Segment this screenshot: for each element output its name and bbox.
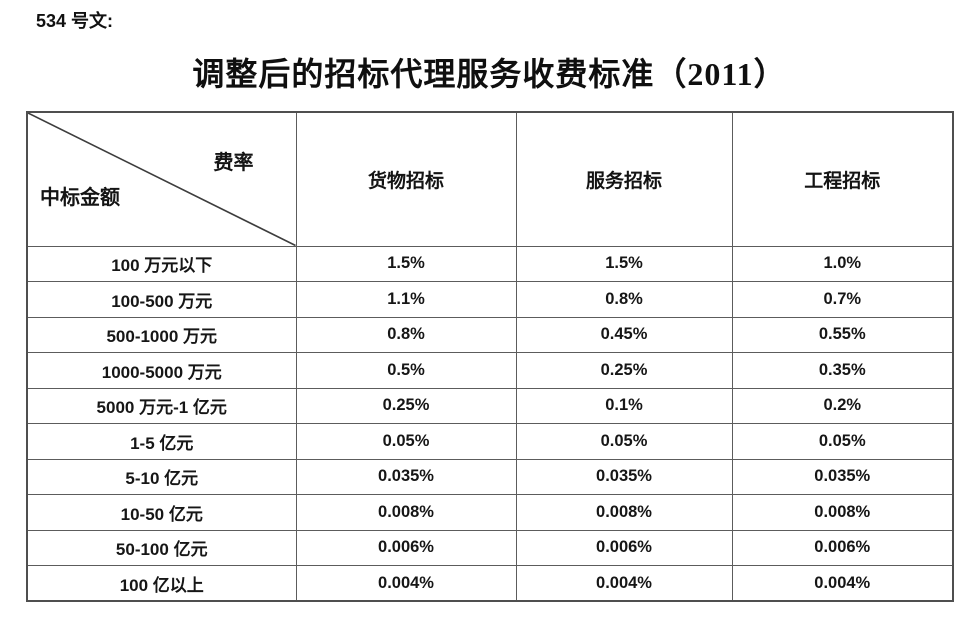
row-label: 1-5 亿元 (26, 423, 297, 460)
table-row: 5000 万元-1 亿元 0.25% 0.1% 0.2% (26, 387, 954, 424)
table-row: 5-10 亿元 0.035% 0.035% 0.035% (26, 458, 954, 495)
fee-cell: 0.004% (515, 565, 733, 602)
row-label: 50-100 亿元 (26, 529, 297, 566)
row-label: 10-50 亿元 (26, 494, 297, 531)
doc-number: 534 号文: (36, 11, 114, 31)
fee-cell: 0.45% (515, 316, 733, 353)
corner-label-amount: 中标金额 (40, 187, 120, 209)
fee-cell: 0.006% (295, 529, 517, 566)
table-row: 1000-5000 万元 0.5% 0.25% 0.35% (26, 352, 954, 389)
page-title: 调整后的招标代理服务收费标准（2011） (192, 56, 787, 92)
fee-cell: 0.05% (515, 423, 733, 460)
row-label: 5-10 亿元 (26, 458, 297, 495)
table-row: 50-100 亿元 0.006% 0.006% 0.006% (26, 529, 954, 566)
fee-cell: 0.7% (731, 281, 954, 318)
fee-cell: 0.004% (295, 565, 517, 602)
fee-cell: 1.1% (295, 281, 517, 318)
fee-cell: 0.008% (731, 494, 954, 531)
column-header-service: 服务招标 (515, 111, 733, 247)
fee-cell: 0.35% (731, 352, 954, 389)
table-row: 10-50 亿元 0.008% 0.008% 0.008% (26, 494, 954, 531)
fee-cell: 0.035% (515, 458, 733, 495)
row-label: 1000-5000 万元 (26, 352, 297, 389)
table-row: 500-1000 万元 0.8% 0.45% 0.55% (26, 316, 954, 353)
row-label: 500-1000 万元 (26, 316, 297, 353)
fee-cell: 1.5% (515, 245, 733, 282)
table-header-row: 费率 中标金额 货物招标 服务招标 工程招标 (26, 111, 954, 247)
fee-rate-table: 费率 中标金额 货物招标 服务招标 工程招标 100 万元以下 1.5% 1.5… (26, 111, 954, 602)
table-row: 100 亿以上 0.004% 0.004% 0.004% (26, 565, 954, 602)
fee-cell: 0.008% (515, 494, 733, 531)
row-label: 5000 万元-1 亿元 (26, 387, 297, 424)
fee-cell: 0.25% (515, 352, 733, 389)
fee-cell: 0.1% (515, 387, 733, 424)
fee-cell: 0.035% (731, 458, 954, 495)
fee-cell: 0.05% (731, 423, 954, 460)
fee-cell: 0.008% (295, 494, 517, 531)
fee-cell: 0.006% (515, 529, 733, 566)
fee-cell: 0.25% (295, 387, 517, 424)
fee-cell: 0.004% (731, 565, 954, 602)
fee-cell: 0.8% (295, 316, 517, 353)
table-row: 1-5 亿元 0.05% 0.05% 0.05% (26, 423, 954, 460)
fee-cell: 0.05% (295, 423, 517, 460)
fee-cell: 1.0% (731, 245, 954, 282)
fee-cell: 0.55% (731, 316, 954, 353)
fee-cell: 0.5% (295, 352, 517, 389)
row-label: 100-500 万元 (26, 281, 297, 318)
table-row: 100 万元以下 1.5% 1.5% 1.0% (26, 245, 954, 282)
diagonal-line-icon (28, 113, 296, 246)
column-header-goods: 货物招标 (295, 111, 517, 247)
column-header-engineering: 工程招标 (731, 111, 954, 247)
table-row: 100-500 万元 1.1% 0.8% 0.7% (26, 281, 954, 318)
corner-label-rate: 费率 (213, 152, 254, 174)
fee-cell: 1.5% (295, 245, 517, 282)
fee-cell: 0.8% (515, 281, 733, 318)
row-label: 100 亿以上 (26, 565, 297, 602)
fee-cell: 0.006% (731, 529, 954, 566)
row-label: 100 万元以下 (26, 245, 297, 282)
fee-cell: 0.2% (731, 387, 954, 424)
corner-header-cell: 费率 中标金额 (26, 111, 297, 247)
fee-cell: 0.035% (295, 458, 517, 495)
